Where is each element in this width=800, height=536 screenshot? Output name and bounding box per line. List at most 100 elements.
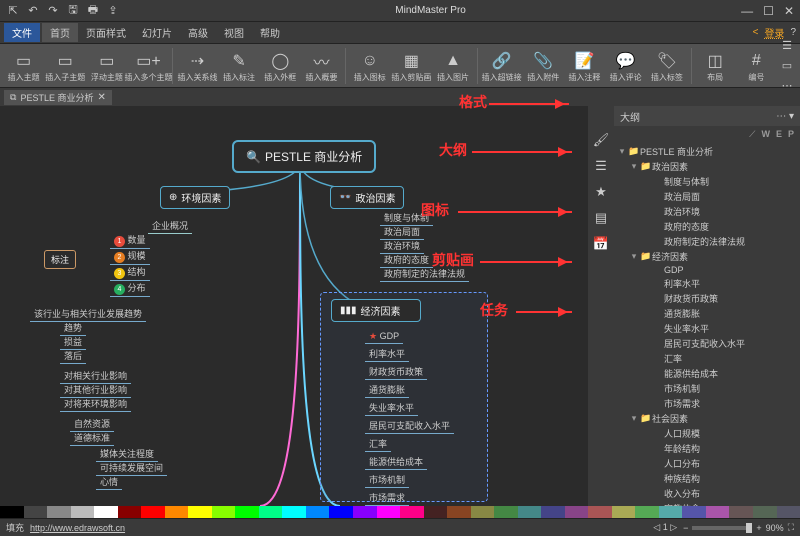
menu-tab[interactable]: 页面样式 (78, 23, 134, 42)
tree-twisty[interactable]: ▾ (630, 413, 638, 424)
env-child[interactable]: 心情 (96, 474, 122, 490)
palette-swatch[interactable] (47, 506, 71, 518)
econ-child[interactable]: ★ GDP (365, 330, 403, 344)
qat-button[interactable]: 🖫 (66, 4, 80, 18)
ribbon-button[interactable]: ▭+插入多个主题 (128, 46, 168, 86)
ribbon-button[interactable]: ▭插入子主题 (45, 46, 85, 86)
econ-child[interactable]: 能源供给成本 (365, 454, 427, 470)
menu-tab[interactable]: 视图 (216, 23, 252, 42)
palette-swatch[interactable] (0, 506, 24, 518)
env-child[interactable]: 道德标准 (70, 430, 114, 446)
env-child[interactable]: 该行业与相关行业发展趋势 (30, 306, 146, 322)
qat-button[interactable]: ⇪ (106, 4, 120, 18)
tree-node[interactable]: 通货膨胀 (618, 306, 796, 321)
qat-button[interactable]: ↶ (26, 4, 40, 18)
tree-node[interactable]: 能源供给成本 (618, 366, 796, 381)
more-icon[interactable]: ⋯ ▾ (776, 111, 794, 122)
palette-swatch[interactable] (659, 506, 683, 518)
palette-swatch[interactable] (612, 506, 636, 518)
env-child[interactable]: 4 分布 (110, 280, 150, 297)
palette-swatch[interactable] (329, 506, 353, 518)
tree-node[interactable]: 政治环境 (618, 204, 796, 219)
share-icon[interactable]: < (753, 27, 759, 38)
palette-swatch[interactable] (24, 506, 48, 518)
window-control[interactable]: — (741, 4, 753, 18)
ribbon-button[interactable]: 💬插入评论 (606, 46, 645, 86)
econ-child[interactable]: 失业率水平 (365, 400, 418, 416)
ribbon-button[interactable]: 🔗插入超链接 (482, 46, 522, 86)
outline-p[interactable]: P (788, 129, 794, 139)
qat-button[interactable]: 🖶 (86, 4, 100, 18)
tree-node[interactable]: ▾📁社会因素 (618, 411, 796, 426)
tree-node[interactable]: 居民可支配收入水平 (618, 336, 796, 351)
sidepanel-icon[interactable]: 📅 (591, 234, 611, 254)
tree-node[interactable]: 人口规模 (618, 426, 796, 441)
env-child[interactable]: 2 规模 (110, 248, 150, 265)
ribbon-small-button[interactable]: ▭ (778, 57, 796, 75)
env-node[interactable]: ⊕ 环境因素 (160, 186, 230, 209)
window-control[interactable]: ☐ (763, 4, 774, 18)
palette-swatch[interactable] (400, 506, 424, 518)
ribbon-small-button[interactable]: ⋯ (778, 77, 796, 95)
tree-node[interactable]: 利率水平 (618, 276, 796, 291)
tree-node[interactable]: 人口分布 (618, 456, 796, 471)
outline-tree[interactable]: ▾📁PESTLE 商业分析▾📁政治因素制度与体制政治局面政治环境政府的态度政府制… (614, 142, 800, 506)
palette-swatch[interactable] (377, 506, 401, 518)
ribbon-button[interactable]: 〰插入概要 (302, 46, 341, 86)
menu-tab[interactable]: 首页 (42, 23, 78, 42)
palette-swatch[interactable] (212, 506, 236, 518)
palette-swatch[interactable] (682, 506, 706, 518)
ribbon-button[interactable]: ◯插入外框 (261, 46, 300, 86)
palette-swatch[interactable] (141, 506, 165, 518)
ribbon-button[interactable]: ▦插入剪贴画 (391, 46, 431, 86)
tree-twisty[interactable]: ▾ (630, 251, 638, 262)
ribbon-button[interactable]: #编号 (737, 46, 776, 86)
env-subnode[interactable]: 企业概况 (148, 218, 192, 234)
sidepanel-icon[interactable]: ▤ (591, 208, 611, 228)
tree-node[interactable]: 市场机制 (618, 381, 796, 396)
window-control[interactable]: ✕ (784, 4, 794, 18)
econ-child[interactable]: 通货膨胀 (365, 382, 409, 398)
econ-child[interactable]: 利率水平 (365, 346, 409, 362)
palette-swatch[interactable] (447, 506, 471, 518)
sidepanel-icon[interactable]: ☰ (591, 156, 611, 176)
ribbon-button[interactable]: ▭插入主题 (4, 46, 43, 86)
env-child[interactable]: 落后 (60, 348, 86, 364)
qat-button[interactable]: ⇱ (6, 4, 20, 18)
econ-child[interactable]: 居民可支配收入水平 (365, 418, 454, 434)
ribbon-button[interactable]: 🏷插入标签 (647, 46, 686, 86)
tree-node[interactable]: ▾📁政治因素 (618, 159, 796, 174)
ribbon-button[interactable]: ▭浮动主题 (87, 46, 126, 86)
tree-node[interactable]: 政府制定的法律法规 (618, 234, 796, 249)
tree-node[interactable]: 年龄结构 (618, 441, 796, 456)
file-menu[interactable]: 文件 (4, 23, 40, 42)
root-node[interactable]: 🔍 PESTLE 商业分析 (232, 140, 376, 173)
palette-swatch[interactable] (588, 506, 612, 518)
ribbon-button[interactable]: ▲插入图片 (433, 46, 472, 86)
palette-swatch[interactable] (518, 506, 542, 518)
tree-node[interactable]: 收入分布 (618, 486, 796, 501)
color-palette[interactable] (0, 506, 800, 518)
econ-node[interactable]: ▮▮▮ 经济因素 (331, 299, 421, 322)
ribbon-button[interactable]: 📝插入注释 (565, 46, 604, 86)
palette-swatch[interactable] (706, 506, 730, 518)
tree-node[interactable]: 财政货币政策 (618, 291, 796, 306)
palette-swatch[interactable] (306, 506, 330, 518)
tree-node[interactable]: 失业率水平 (618, 321, 796, 336)
palette-swatch[interactable] (541, 506, 565, 518)
palette-swatch[interactable] (729, 506, 753, 518)
econ-child[interactable]: 市场机制 (365, 472, 409, 488)
palette-swatch[interactable] (424, 506, 448, 518)
zoom-slider[interactable] (692, 526, 752, 530)
ribbon-button[interactable]: ✎插入标注 (219, 46, 258, 86)
env-child[interactable]: 对将来环境影响 (60, 396, 131, 412)
palette-swatch[interactable] (282, 506, 306, 518)
econ-child[interactable]: 市场需求 (365, 490, 409, 506)
tree-node[interactable]: 政治局面 (618, 189, 796, 204)
palette-swatch[interactable] (118, 506, 142, 518)
palette-swatch[interactable] (71, 506, 95, 518)
env-child[interactable]: 1 数量 (110, 232, 150, 249)
outline-e[interactable]: E (776, 129, 782, 139)
env-child[interactable]: 3 结构 (110, 264, 150, 281)
outline-filter-icon[interactable]: ⟋ (749, 129, 755, 140)
